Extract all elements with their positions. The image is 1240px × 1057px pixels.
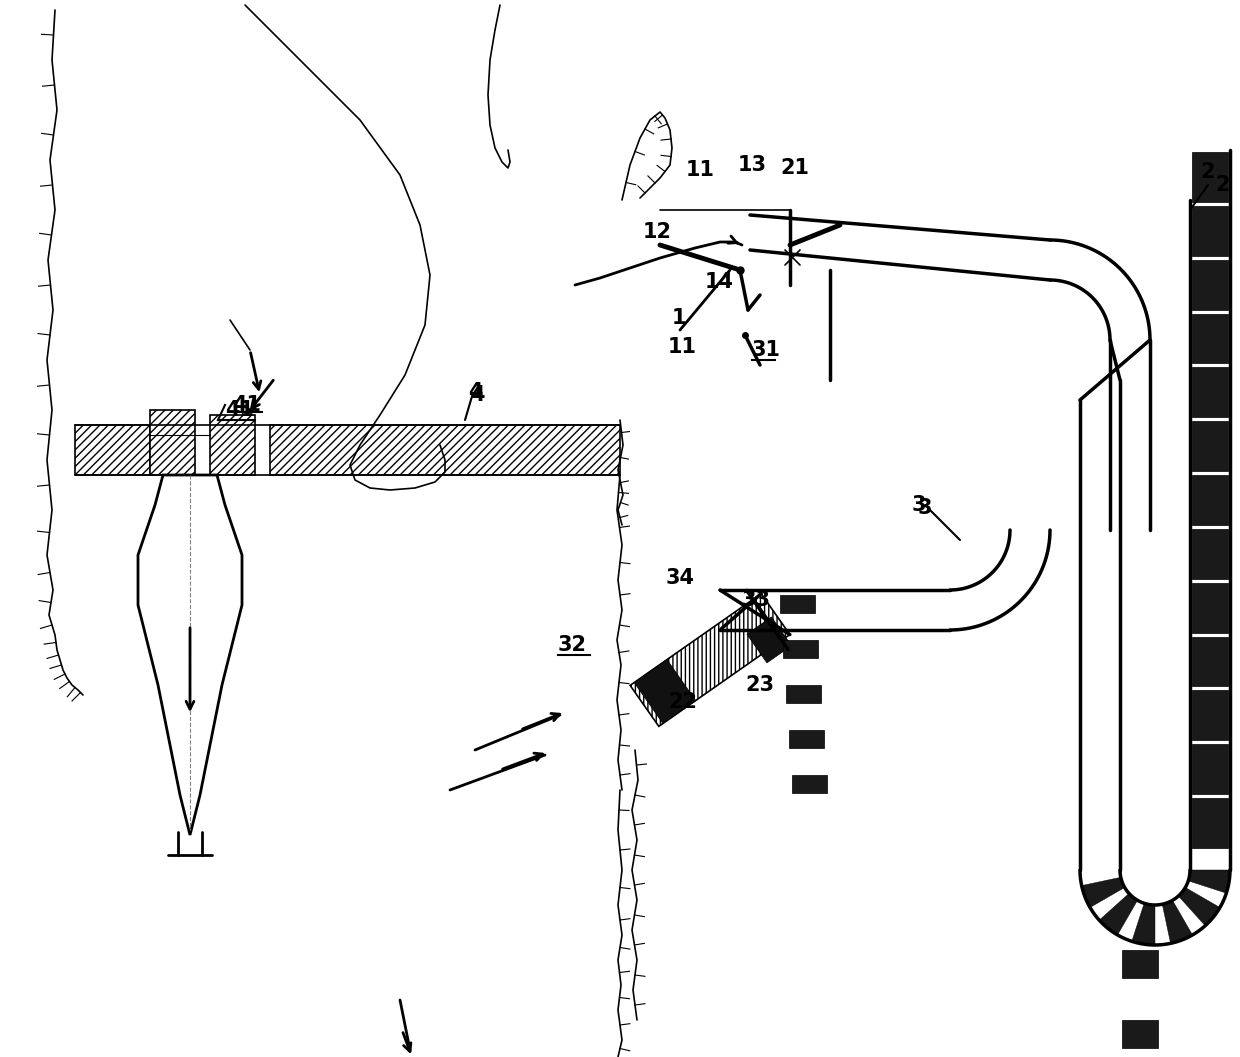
Polygon shape: [634, 660, 696, 723]
Polygon shape: [1081, 877, 1125, 908]
Polygon shape: [780, 595, 815, 613]
Text: 33: 33: [742, 590, 771, 610]
Polygon shape: [1192, 152, 1228, 202]
Text: 23: 23: [745, 675, 774, 696]
Polygon shape: [630, 594, 790, 726]
Text: 22: 22: [668, 692, 697, 712]
Polygon shape: [792, 775, 827, 793]
Polygon shape: [1192, 368, 1228, 418]
Polygon shape: [1192, 690, 1228, 740]
Polygon shape: [1162, 901, 1193, 943]
Polygon shape: [1122, 950, 1158, 978]
Polygon shape: [1192, 636, 1228, 686]
Polygon shape: [786, 685, 821, 703]
Text: 11: 11: [668, 337, 697, 357]
Polygon shape: [138, 475, 242, 835]
Text: 3: 3: [918, 498, 932, 518]
Text: 32: 32: [558, 635, 587, 655]
Polygon shape: [1192, 475, 1228, 525]
Text: 3: 3: [911, 495, 926, 515]
Polygon shape: [150, 410, 195, 475]
Text: 4: 4: [467, 382, 482, 402]
Polygon shape: [1192, 260, 1228, 310]
Polygon shape: [1192, 528, 1228, 579]
Polygon shape: [1132, 904, 1154, 945]
Text: 1: 1: [672, 308, 687, 328]
Polygon shape: [1178, 888, 1220, 926]
Polygon shape: [782, 639, 818, 659]
Polygon shape: [1192, 314, 1228, 364]
Text: 13: 13: [738, 155, 768, 175]
Polygon shape: [1192, 744, 1228, 794]
Polygon shape: [270, 425, 620, 475]
Text: 41: 41: [232, 395, 260, 415]
Polygon shape: [1122, 1020, 1158, 1047]
Polygon shape: [1100, 893, 1137, 935]
Text: 4: 4: [470, 385, 485, 405]
Text: 31: 31: [751, 340, 781, 360]
Text: 41: 41: [224, 400, 254, 420]
Text: 2: 2: [1200, 162, 1214, 182]
Polygon shape: [1192, 798, 1228, 848]
Polygon shape: [1192, 422, 1228, 471]
Text: 21: 21: [780, 157, 808, 178]
Text: 12: 12: [644, 222, 672, 242]
Polygon shape: [1192, 582, 1228, 633]
Text: 14: 14: [706, 272, 734, 292]
Polygon shape: [789, 730, 825, 748]
Polygon shape: [1188, 870, 1230, 893]
Polygon shape: [1192, 206, 1228, 256]
Polygon shape: [74, 425, 150, 475]
Text: 34: 34: [666, 568, 694, 588]
Polygon shape: [210, 415, 255, 475]
Polygon shape: [746, 617, 791, 663]
Text: 2: 2: [1215, 175, 1230, 194]
Text: 11: 11: [686, 160, 715, 180]
